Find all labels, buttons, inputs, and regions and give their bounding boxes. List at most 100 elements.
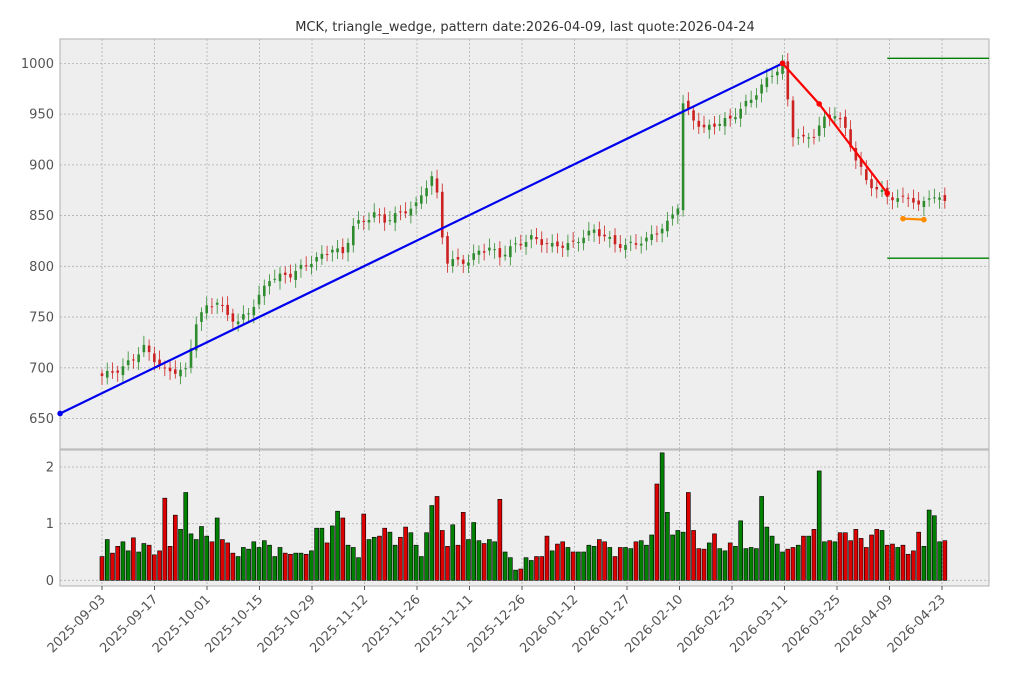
volume-bar bbox=[220, 539, 225, 581]
volume-bar bbox=[780, 551, 785, 581]
volume-bar bbox=[748, 547, 754, 581]
candle-body bbox=[488, 247, 491, 251]
candle-body bbox=[105, 370, 109, 378]
candle-body bbox=[849, 129, 852, 148]
candle-body bbox=[252, 306, 256, 316]
candle-body bbox=[194, 324, 198, 351]
price-grid bbox=[60, 39, 989, 449]
volume-bar bbox=[628, 548, 634, 581]
candle-body bbox=[173, 369, 177, 374]
candle-body bbox=[598, 229, 601, 237]
volume-bar bbox=[261, 540, 267, 581]
candle-body bbox=[383, 214, 386, 223]
volume-bar bbox=[864, 547, 869, 581]
candle-body bbox=[111, 371, 114, 373]
candle-body bbox=[336, 248, 339, 253]
volume-bar bbox=[303, 553, 309, 581]
volume-bar bbox=[555, 543, 560, 581]
volume-bar bbox=[743, 548, 749, 581]
volume-bar bbox=[350, 547, 356, 581]
volume-bar bbox=[701, 548, 707, 581]
volume-bar bbox=[256, 547, 262, 581]
candle-body bbox=[425, 188, 428, 197]
candle-body bbox=[812, 136, 816, 138]
candle-body bbox=[273, 278, 277, 280]
candle-body bbox=[236, 321, 240, 325]
volume-bar bbox=[612, 556, 618, 581]
candle-body bbox=[912, 198, 915, 203]
volume-bar bbox=[104, 539, 110, 581]
candle-body bbox=[153, 353, 156, 363]
candle-body bbox=[692, 110, 695, 121]
volume-bar bbox=[858, 538, 864, 581]
volume-bar bbox=[706, 542, 712, 581]
candle-body bbox=[440, 191, 444, 238]
pattern-point bbox=[921, 216, 927, 223]
candle-body bbox=[545, 243, 549, 245]
volume-bar bbox=[576, 551, 581, 581]
pattern-line bbox=[59, 62, 784, 415]
candle-body bbox=[734, 117, 737, 120]
date-x-axis: 2025-09-032025-09-172025-10-012025-10-15… bbox=[45, 586, 949, 656]
candle-body bbox=[749, 99, 753, 103]
candle-body bbox=[728, 115, 732, 119]
volume-bar bbox=[434, 496, 440, 581]
volume-bar bbox=[518, 568, 524, 581]
volume-bar bbox=[193, 539, 199, 581]
volume-bar bbox=[476, 540, 482, 581]
candle-body bbox=[524, 241, 528, 247]
candle-body bbox=[414, 202, 418, 207]
volume-bar bbox=[199, 526, 204, 581]
volume-bar bbox=[272, 556, 278, 581]
volume-bar bbox=[822, 541, 827, 581]
candle-body bbox=[519, 243, 523, 246]
candle-body bbox=[367, 220, 371, 223]
volume-bar bbox=[497, 498, 503, 581]
candle-body bbox=[922, 200, 926, 208]
pattern-point bbox=[900, 215, 906, 222]
volume-bar bbox=[790, 547, 796, 581]
volume-bar bbox=[633, 541, 639, 581]
candle-body bbox=[917, 200, 920, 205]
candle-body bbox=[435, 178, 439, 193]
candle-body bbox=[629, 241, 633, 243]
candle-body bbox=[687, 100, 690, 109]
volume-bar bbox=[466, 539, 471, 581]
candle-body bbox=[535, 236, 538, 240]
candle-body bbox=[906, 197, 910, 199]
pattern-line bbox=[902, 217, 924, 221]
volume-bar bbox=[811, 529, 817, 581]
volume-bar bbox=[712, 533, 717, 581]
candle-body bbox=[571, 240, 575, 242]
volume-bar bbox=[460, 512, 466, 581]
candle-body bbox=[310, 263, 313, 268]
volume-bar bbox=[722, 550, 728, 581]
candle-body bbox=[697, 120, 701, 127]
volume-bar bbox=[356, 557, 361, 581]
volume-y-tick-label: 2 bbox=[46, 461, 54, 476]
candle-body bbox=[257, 294, 261, 305]
candle-body bbox=[247, 313, 250, 315]
candle-body bbox=[875, 187, 879, 190]
candle-body bbox=[671, 214, 674, 219]
candle-body bbox=[540, 239, 544, 245]
candle-body bbox=[137, 354, 140, 363]
candle-body bbox=[833, 116, 837, 119]
candle-body bbox=[362, 220, 366, 222]
candle-body bbox=[357, 220, 360, 224]
chart-title: MCK, triangle_wedge, pattern date:2026-0… bbox=[295, 20, 755, 35]
candle-body bbox=[304, 265, 308, 267]
candle-body bbox=[781, 63, 784, 74]
volume-bar bbox=[911, 550, 916, 581]
candle-body bbox=[718, 123, 722, 126]
candle-body bbox=[865, 169, 868, 181]
volume-bar bbox=[539, 556, 545, 581]
candle-body bbox=[776, 71, 779, 76]
volume-bar bbox=[429, 505, 435, 581]
volume-bar bbox=[649, 534, 654, 581]
candle-body bbox=[430, 176, 434, 186]
volume-bar bbox=[345, 544, 351, 581]
candle-body bbox=[760, 84, 763, 94]
price-y-tick-label: 850 bbox=[29, 209, 54, 224]
candle-body bbox=[927, 198, 931, 200]
